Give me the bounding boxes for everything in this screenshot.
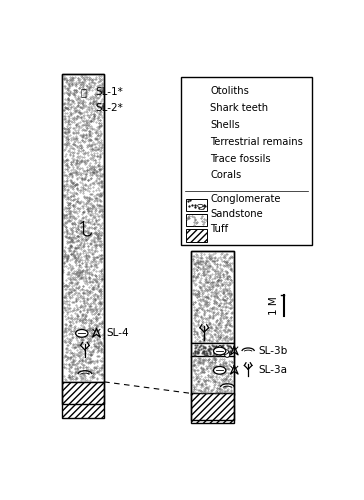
Ellipse shape (191, 88, 202, 94)
Text: Conglomerate: Conglomerate (210, 194, 281, 203)
Ellipse shape (214, 347, 220, 354)
Ellipse shape (199, 206, 205, 210)
Bar (191, 344, 234, 357)
Bar (186, 230, 207, 241)
Bar (181, 77, 312, 245)
Text: Sandstone: Sandstone (210, 209, 263, 219)
Ellipse shape (76, 330, 88, 337)
Bar (62, 382, 104, 418)
Text: Otoliths: Otoliths (210, 86, 249, 96)
Text: Terrestrial remains: Terrestrial remains (210, 136, 303, 146)
Text: Shells: Shells (210, 120, 240, 130)
Text: SL-4: SL-4 (107, 328, 129, 338)
Text: 🍃: 🍃 (194, 136, 199, 146)
Ellipse shape (198, 204, 203, 208)
Bar (62, 74, 104, 382)
Bar (191, 251, 234, 344)
Bar (186, 198, 207, 211)
Text: Trace fossils: Trace fossils (210, 154, 271, 164)
Ellipse shape (214, 366, 226, 374)
Text: Tuff: Tuff (210, 224, 229, 234)
Ellipse shape (222, 350, 229, 354)
Text: SL-3a: SL-3a (258, 366, 287, 376)
Ellipse shape (225, 352, 230, 358)
Bar (191, 251, 234, 420)
Text: Shark teeth: Shark teeth (210, 102, 269, 113)
Ellipse shape (214, 347, 226, 355)
Text: Corals: Corals (210, 170, 242, 180)
Text: SL-3b: SL-3b (258, 346, 288, 356)
Bar (191, 356, 234, 395)
Text: 🍃: 🍃 (80, 88, 86, 98)
Bar (191, 394, 234, 422)
Text: SL-1*: SL-1* (96, 88, 123, 98)
Bar (186, 214, 207, 226)
Ellipse shape (218, 350, 225, 354)
Ellipse shape (218, 346, 222, 351)
Text: SL-2*: SL-2* (96, 102, 123, 113)
Text: 1 M: 1 M (269, 296, 279, 315)
Bar (62, 74, 104, 404)
